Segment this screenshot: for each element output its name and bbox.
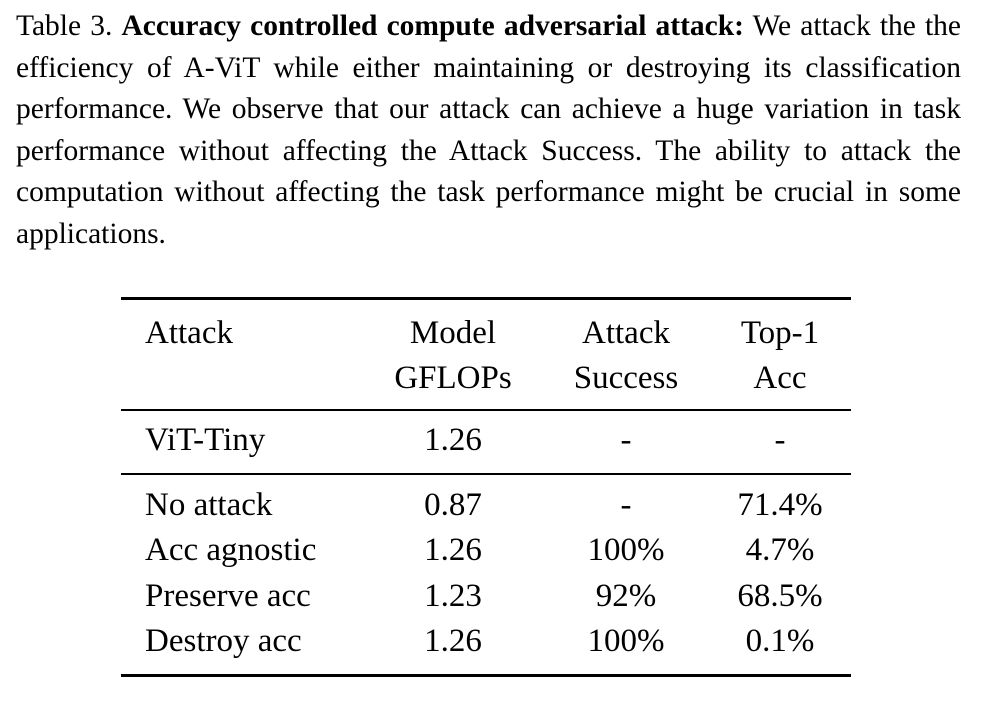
table-caption: Table 3. Accuracy controlled compute adv… xyxy=(16,6,961,256)
row-acc-agnostic-acc: 4.7% xyxy=(745,532,815,568)
row-acc-agnostic-name: Acc agnostic xyxy=(145,532,317,568)
baseline-success: - xyxy=(620,422,632,458)
baseline-rule xyxy=(121,473,851,475)
row-destroy-acc-gflops: 1.26 xyxy=(424,623,482,659)
row-preserve-acc-success: 92% xyxy=(595,578,657,614)
header-success-line2: Success xyxy=(573,360,679,396)
row-no-attack-success: - xyxy=(620,487,632,523)
row-preserve-acc-gflops: 1.23 xyxy=(424,578,482,614)
header-top1-line2: Acc xyxy=(753,360,807,396)
header-top1-line1: Top-1 xyxy=(740,315,820,351)
row-acc-agnostic-gflops: 1.26 xyxy=(424,532,482,568)
row-destroy-acc-success: 100% xyxy=(587,623,665,659)
baseline-acc: - xyxy=(774,422,786,458)
row-no-attack-gflops: 0.87 xyxy=(424,487,482,523)
table-bottom-rule xyxy=(121,674,851,677)
header-rule xyxy=(121,409,851,411)
row-no-attack-acc: 71.4% xyxy=(737,487,823,523)
header-model-line2: GFLOPs xyxy=(394,360,512,396)
header-model-line1: Model xyxy=(409,315,497,351)
header-attack: Attack xyxy=(145,315,233,351)
caption-label: Table 3. xyxy=(16,10,113,42)
row-preserve-acc-acc: 68.5% xyxy=(737,578,823,614)
baseline-gflops: 1.26 xyxy=(424,422,482,458)
row-no-attack-name: No attack xyxy=(145,487,273,523)
row-acc-agnostic-success: 100% xyxy=(587,532,665,568)
row-destroy-acc-acc: 0.1% xyxy=(745,623,815,659)
baseline-attack: ViT-Tiny xyxy=(145,422,266,458)
caption-body: We attack the the efficiency of A-ViT wh… xyxy=(16,10,962,250)
table-top-rule xyxy=(121,297,851,300)
header-success-line1: Attack xyxy=(582,315,670,351)
row-destroy-acc-name: Destroy acc xyxy=(145,623,302,659)
caption-heading: Accuracy controlled compute adversarial … xyxy=(121,10,744,42)
row-preserve-acc-name: Preserve acc xyxy=(145,578,311,614)
